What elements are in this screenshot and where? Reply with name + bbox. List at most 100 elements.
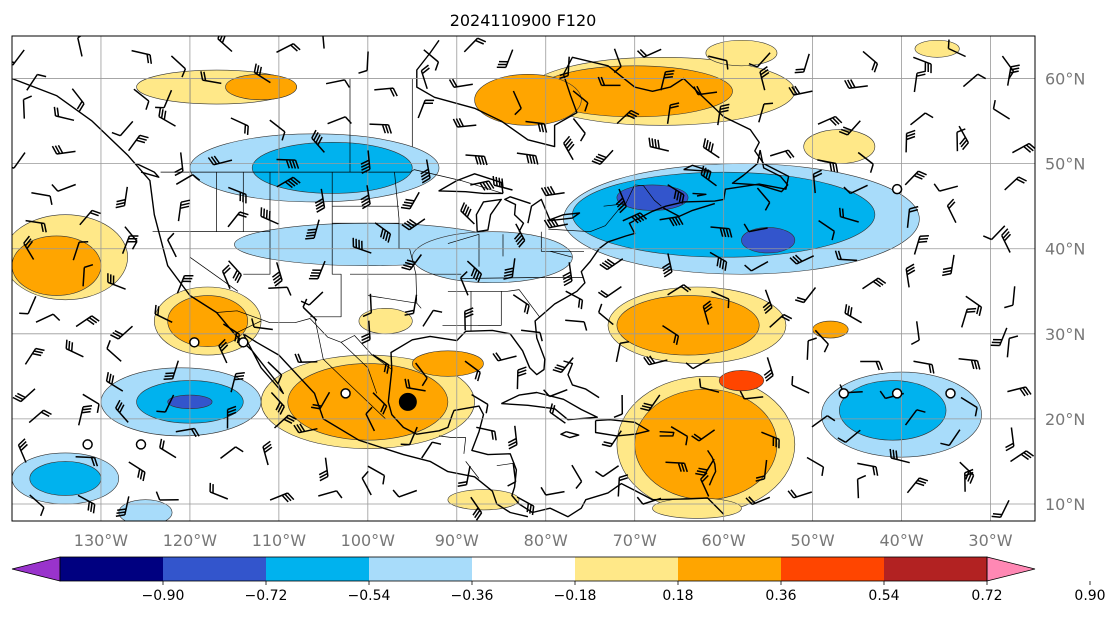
wind-barb bbox=[905, 263, 916, 288]
wind-barb bbox=[597, 76, 621, 87]
wind-barb bbox=[599, 258, 624, 271]
colorbar-tick-label: −0.72 bbox=[245, 588, 288, 604]
lon-tick-label: 70°W bbox=[613, 531, 657, 550]
wind-barb bbox=[910, 321, 920, 346]
wind-barb bbox=[360, 185, 371, 210]
coastline-10 bbox=[662, 202, 716, 218]
wind-barb bbox=[115, 399, 129, 423]
wind-barb bbox=[1001, 228, 1012, 253]
wind-barb bbox=[300, 291, 324, 306]
wind-barb bbox=[711, 290, 730, 309]
wind-barb bbox=[983, 225, 1006, 241]
wind-barb bbox=[503, 258, 516, 280]
wind-barb bbox=[843, 184, 868, 195]
wind-barb bbox=[992, 99, 1010, 120]
coastline-5 bbox=[560, 431, 580, 439]
coastline-12 bbox=[527, 198, 581, 224]
anomaly-blob-4 bbox=[225, 73, 297, 101]
lat-tick-label: 50°N bbox=[1045, 155, 1085, 174]
wind-barb bbox=[659, 216, 684, 227]
lon-tick-label: 50°W bbox=[791, 531, 835, 550]
wind-barb bbox=[513, 223, 526, 248]
wind-barb bbox=[358, 51, 369, 74]
wind-barb bbox=[464, 360, 481, 382]
wind-barb bbox=[512, 294, 530, 315]
wind-barb bbox=[856, 474, 867, 499]
wind-barb bbox=[77, 404, 93, 426]
wind-barb bbox=[662, 324, 680, 345]
wind-barb bbox=[273, 414, 297, 429]
wind-barb bbox=[77, 36, 83, 57]
wind-barb bbox=[318, 457, 329, 482]
wind-barb bbox=[591, 149, 614, 165]
wind-barb bbox=[755, 459, 768, 482]
wind-barb bbox=[367, 465, 386, 485]
wind-barb bbox=[360, 150, 371, 174]
coastline-0 bbox=[12, 77, 529, 518]
wind-barb bbox=[834, 250, 858, 262]
wind-barb bbox=[23, 235, 35, 260]
wind-barb bbox=[159, 438, 177, 459]
station-circle-5 bbox=[838, 388, 849, 399]
wind-barb bbox=[761, 431, 780, 449]
wind-barb bbox=[25, 219, 47, 233]
wind-barb bbox=[860, 360, 884, 371]
wind-barb bbox=[492, 176, 513, 191]
wind-barb bbox=[276, 43, 301, 53]
wind-barb bbox=[401, 218, 426, 231]
wind-barb bbox=[457, 465, 471, 488]
wind-barb bbox=[743, 223, 768, 233]
wind-barb bbox=[942, 254, 955, 277]
wind-barb bbox=[913, 70, 926, 93]
anomaly-blob-39 bbox=[652, 497, 742, 519]
wind-barb bbox=[156, 394, 175, 413]
coastline-3 bbox=[500, 391, 598, 421]
border-11 bbox=[447, 233, 480, 244]
wind-barb bbox=[700, 165, 717, 187]
wind-barb bbox=[311, 129, 325, 153]
wind-barb bbox=[175, 174, 201, 185]
anomaly-blob-2 bbox=[474, 73, 582, 126]
wind-barb bbox=[595, 465, 620, 478]
coastline-16 bbox=[731, 149, 789, 193]
wind-barb bbox=[310, 391, 331, 410]
wind-barb bbox=[53, 106, 75, 122]
wind-barb bbox=[818, 219, 836, 241]
station-circle-4 bbox=[135, 439, 147, 450]
wind-barb bbox=[756, 187, 771, 211]
wind-barb bbox=[51, 144, 76, 155]
wind-barb bbox=[507, 462, 517, 487]
wind-barb bbox=[35, 313, 61, 323]
wind-barb bbox=[271, 262, 283, 287]
wind-barb bbox=[844, 304, 862, 324]
lon-tick-label: 80°W bbox=[524, 531, 568, 550]
wind-barb bbox=[127, 134, 149, 152]
wind-barb bbox=[325, 79, 351, 88]
wind-barb bbox=[209, 482, 229, 500]
wind-barb bbox=[717, 103, 730, 126]
wind-barb bbox=[812, 169, 823, 194]
wind-barb bbox=[1010, 450, 1035, 463]
border-1 bbox=[216, 310, 393, 370]
wind-barb bbox=[516, 152, 539, 165]
lon-tick-label: 130°W bbox=[74, 531, 129, 550]
coastline-15 bbox=[504, 196, 531, 233]
lon-tick-label: 60°W bbox=[702, 531, 746, 550]
wind-barb bbox=[862, 50, 879, 73]
wind-barb bbox=[817, 159, 839, 173]
wind-barb bbox=[404, 378, 426, 392]
wind-barb bbox=[837, 429, 861, 443]
wind-barb bbox=[465, 154, 488, 166]
wind-barb bbox=[794, 53, 810, 74]
wind-barb bbox=[962, 73, 987, 88]
wind-barb bbox=[251, 318, 273, 331]
colorbar-tick-label: −0.18 bbox=[554, 588, 597, 604]
wind-barb bbox=[471, 393, 489, 414]
wind-barb bbox=[423, 49, 440, 71]
wind-barb bbox=[268, 286, 292, 296]
wind-barb bbox=[372, 392, 388, 415]
anomaly-blob-29 bbox=[718, 370, 764, 392]
anomaly-blob-38 bbox=[447, 489, 520, 511]
wind-barb bbox=[253, 63, 271, 84]
wind-barb bbox=[693, 85, 718, 96]
